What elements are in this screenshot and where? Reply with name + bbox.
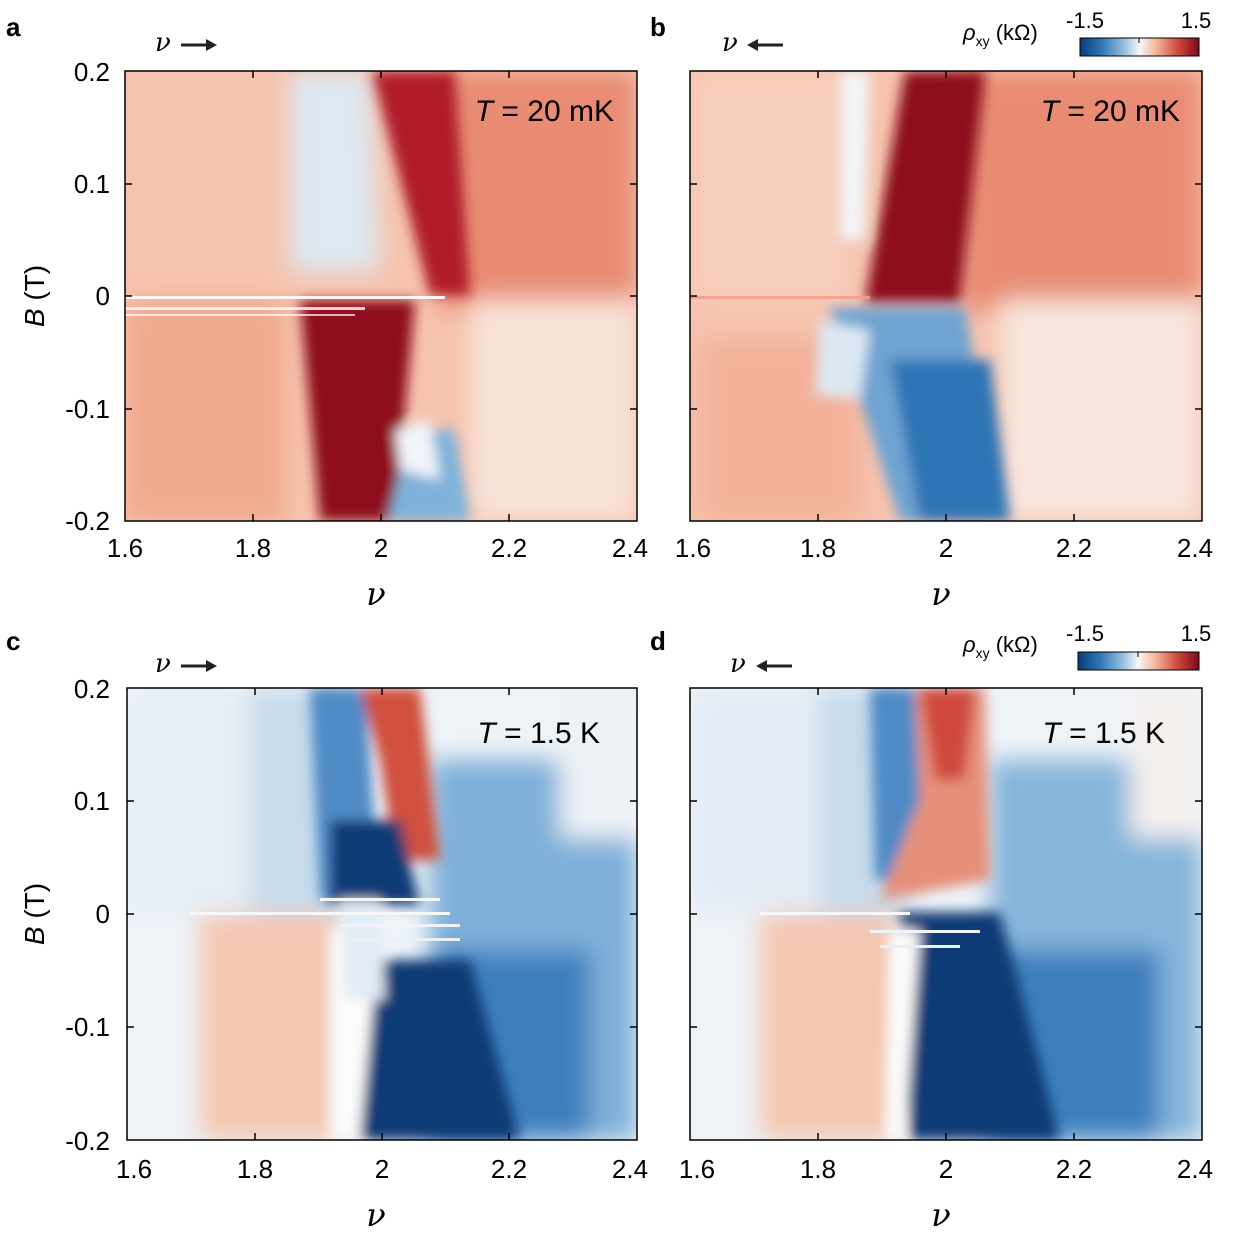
tick-marks-c — [127, 688, 637, 1140]
xticks-d: 1.6 1.8 2 2.2 2.4 — [679, 1154, 1213, 1184]
xtick-label: 1.6 — [679, 1154, 715, 1184]
xtick-label: 1.6 — [675, 533, 711, 563]
xticks-b: 1.6 1.8 2 2.2 2.4 — [675, 533, 1213, 563]
ytick-label: -0.2 — [65, 506, 110, 536]
xlabel-a: ν — [366, 575, 385, 613]
colorbar-label: ρxy (kΩ) — [962, 20, 1038, 49]
sweep-arrow-right-icon — [181, 660, 217, 672]
xtick-label: 1.8 — [800, 1154, 836, 1184]
xtick-label: 1.8 — [800, 533, 836, 563]
sweep-arrow-label-b: ν — [722, 28, 738, 58]
ytick-label: 0 — [96, 899, 110, 929]
sweep-arrow-label-d: ν — [730, 649, 746, 679]
annotation-c: T = 1.5 K — [477, 717, 600, 750]
xtick-label: 2.4 — [1177, 533, 1213, 563]
xtick-label: 2 — [375, 1154, 389, 1184]
panel-label-d: d — [650, 626, 666, 656]
panel-a: a ν T = 20 mK B (T) — [6, 12, 648, 613]
colorbar-label: ρxy (kΩ) — [962, 632, 1038, 661]
xlabel-b: ν — [931, 575, 950, 613]
xtick-label: 1.6 — [116, 1154, 152, 1184]
heatmap-b — [690, 71, 1202, 521]
yticks-c: -0.2 -0.1 0 0.1 0.2 — [65, 674, 110, 1156]
ytick-label: 0.2 — [74, 57, 110, 87]
annotation-b: T = 20 mK — [1041, 95, 1180, 128]
heatmap-d — [690, 688, 1202, 1140]
ylabel-c: B (T) — [19, 883, 50, 945]
annotation-a: T = 20 mK — [475, 95, 614, 128]
ytick-label: 0 — [96, 281, 110, 311]
colorbar-min-label: -1.5 — [1066, 621, 1104, 646]
sweep-arrow-left-icon — [747, 39, 783, 51]
heatmap-c — [127, 688, 637, 1140]
xtick-label: 1.8 — [237, 1154, 273, 1184]
panel-c: c ν — [6, 626, 648, 1234]
xticks-c: 1.6 1.8 2 2.2 2.4 — [116, 1154, 648, 1184]
tick-marks-d — [690, 688, 1202, 1140]
panel-label-b: b — [650, 12, 666, 42]
ytick-label: 0.1 — [74, 786, 110, 816]
xtick-label: 2.2 — [1056, 533, 1092, 563]
colorbar-min-label: -1.5 — [1066, 8, 1104, 33]
xticks-a: 1.6 1.8 2 2.2 2.4 — [107, 533, 648, 563]
yticks-a: -0.2 -0.1 0 0.1 0.2 — [65, 57, 110, 536]
xtick-label: 2.4 — [612, 1154, 648, 1184]
panel-d: d ν — [650, 626, 1213, 1234]
ytick-label: -0.1 — [65, 394, 110, 424]
xtick-label: 2.2 — [491, 533, 527, 563]
sweep-arrow-right-icon — [181, 39, 217, 51]
xtick-label: 2 — [939, 1154, 953, 1184]
colorbar-bottom: ρxy (kΩ) -1.5 1.5 — [962, 621, 1212, 671]
sweep-arrow-label-a: ν — [155, 28, 171, 58]
ylabel-a: B (T) — [19, 265, 50, 327]
xlabel-d: ν — [931, 1196, 950, 1234]
panel-b: b ν T = 20 mK ν — [650, 12, 1213, 613]
sweep-arrow-label-c: ν — [155, 649, 171, 679]
tick-marks-a — [125, 71, 637, 521]
tick-marks-b — [690, 71, 1202, 521]
colorbar-max-label: 1.5 — [1181, 8, 1212, 33]
xtick-label: 2.2 — [491, 1154, 527, 1184]
heatmap-a — [125, 71, 637, 521]
colorbar-top: ρxy (kΩ) -1.5 1.5 — [962, 8, 1212, 57]
ytick-label: 0.2 — [74, 674, 110, 704]
xtick-label: 2 — [374, 533, 388, 563]
annotation-d: T = 1.5 K — [1042, 717, 1165, 750]
ytick-label: 0.1 — [74, 169, 110, 199]
xtick-label: 1.8 — [235, 533, 271, 563]
xtick-label: 2.2 — [1056, 1154, 1092, 1184]
xlabel-c: ν — [366, 1196, 385, 1234]
ytick-label: -0.1 — [65, 1012, 110, 1042]
ytick-label: -0.2 — [65, 1126, 110, 1156]
panel-label-a: a — [6, 12, 21, 42]
sweep-arrow-left-icon — [756, 660, 792, 672]
xtick-label: 2 — [939, 533, 953, 563]
xtick-label: 2.4 — [612, 533, 648, 563]
xtick-label: 1.6 — [107, 533, 143, 563]
panel-label-c: c — [6, 626, 20, 656]
xtick-label: 2.4 — [1177, 1154, 1213, 1184]
colorbar-max-label: 1.5 — [1181, 621, 1212, 646]
